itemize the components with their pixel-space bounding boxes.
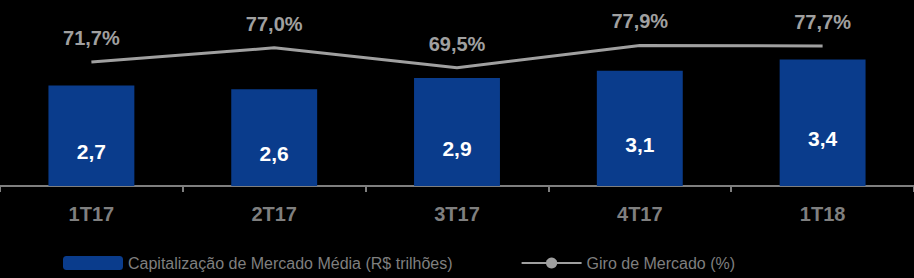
svg-text:71,7%: 71,7% (63, 27, 120, 49)
svg-text:2,6: 2,6 (260, 142, 289, 165)
svg-text:3T17: 3T17 (434, 203, 480, 225)
svg-text:1T17: 1T17 (69, 203, 115, 225)
svg-text:77,9%: 77,9% (611, 10, 668, 32)
svg-text:1T18: 1T18 (800, 203, 846, 225)
svg-text:2,7: 2,7 (77, 140, 106, 163)
svg-text:Capitalização de Mercado Média: Capitalização de Mercado Média (R$ trilh… (128, 255, 453, 272)
svg-text:2T17: 2T17 (251, 203, 297, 225)
svg-text:2,9: 2,9 (442, 137, 471, 160)
svg-text:69,5%: 69,5% (429, 33, 486, 55)
svg-text:Giro de Mercado (%): Giro de Mercado (%) (587, 255, 736, 272)
svg-text:4T17: 4T17 (617, 203, 663, 225)
svg-text:77,7%: 77,7% (794, 11, 851, 33)
svg-text:77,0%: 77,0% (246, 13, 303, 35)
svg-text:3,1: 3,1 (625, 133, 655, 156)
svg-text:3,4: 3,4 (808, 127, 838, 150)
